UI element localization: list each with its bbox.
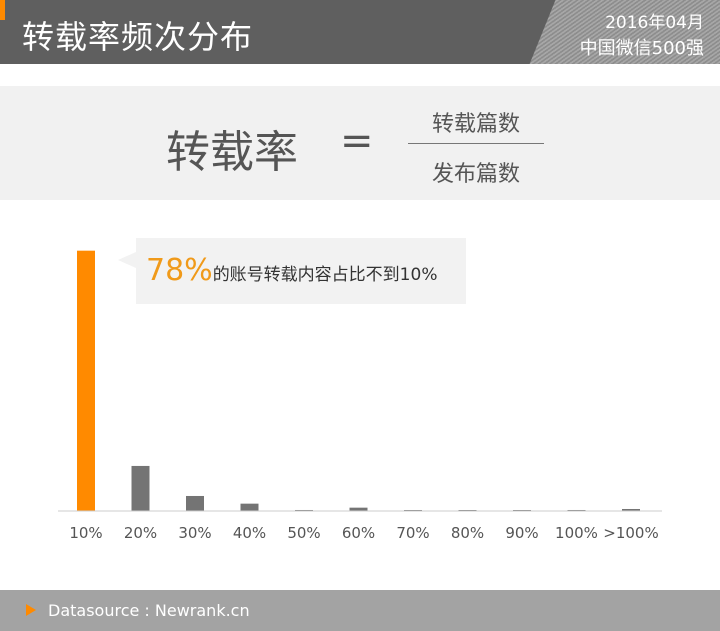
formula-denominator: 发布篇数 [431, 162, 520, 187]
bar-5 [295, 509, 313, 511]
formula-fraction-line [408, 143, 544, 144]
x-tick-label: 80% [451, 524, 484, 542]
callout-text: 的账号转载内容占比不到10% [213, 265, 438, 285]
formula-band: 转载率 = 转载篇数 发布篇数 [0, 86, 720, 200]
callout: 78%的账号转载内容占比不到10% [118, 238, 466, 304]
data-source: Datasource : Newrank.cn [48, 601, 250, 620]
header-date: 2016年04月 [605, 13, 704, 33]
x-tick-label: 50% [287, 524, 320, 542]
bar-6 [349, 507, 368, 511]
formula-numerator: 转载篇数 [431, 112, 520, 137]
bar-10 [567, 509, 586, 511]
header-accent [0, 0, 5, 20]
x-tick-label: >100% [603, 524, 658, 542]
formula-lhs: 转载率 [166, 127, 298, 178]
x-tick-label: 70% [396, 524, 429, 542]
callout-percent: 78% [146, 253, 213, 288]
page-title: 转载率频次分布 [22, 18, 254, 56]
x-tick-label: 30% [178, 524, 211, 542]
formula-equals: = [340, 118, 374, 164]
bar-1 [77, 250, 95, 512]
x-tick-label: 90% [505, 524, 538, 542]
x-tick-label: 10% [69, 524, 102, 542]
svg-text:78%的账号转载内容占比不到10%: 78%的账号转载内容占比不到10% [146, 253, 437, 288]
bar-group [77, 250, 640, 512]
header-bar: 转载率频次分布 2016年04月 中国微信500强 [0, 0, 720, 64]
bar-11 [622, 508, 640, 511]
x-tick-label: 40% [233, 524, 266, 542]
footer-bar: Datasource : Newrank.cn [0, 590, 720, 631]
bar-chart: 10% 20% 30% 40% 50% 60% 70% 80% 90% 100% >100% 78%… [58, 238, 662, 542]
bar-4 [240, 503, 259, 511]
bar-3 [186, 495, 204, 511]
x-tick-label: 60% [342, 524, 375, 542]
play-triangle-icon [26, 604, 36, 616]
callout-box [118, 238, 466, 304]
x-tick-label: 20% [124, 524, 157, 542]
tick-label-group: 10% 20% 30% 40% 50% 60% 70% 80% 90% 100% >100% [69, 524, 658, 542]
header-subtitle: 中国微信500强 [579, 38, 704, 59]
bar-2 [131, 465, 150, 511]
x-tick-label: 100% [555, 524, 598, 542]
